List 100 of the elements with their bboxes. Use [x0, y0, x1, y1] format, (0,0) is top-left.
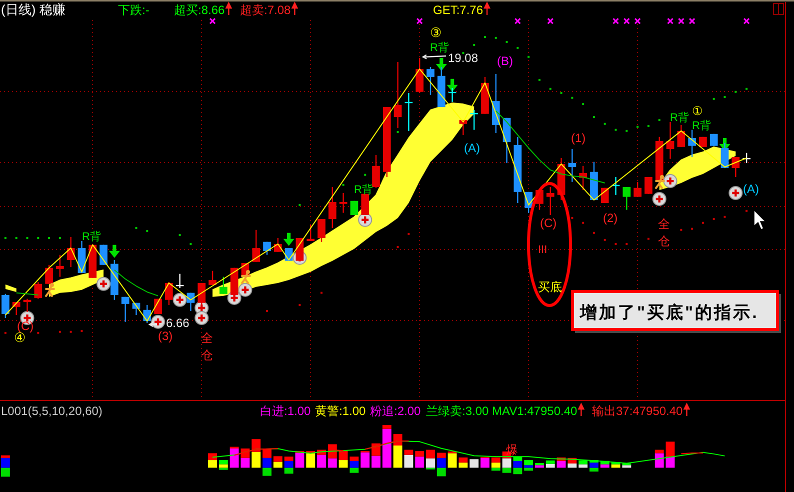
point [514, 18, 521, 24]
text: 输出37:47950.40 [592, 404, 684, 418]
bar [524, 468, 534, 471]
bar [262, 468, 272, 476]
bar [273, 456, 282, 462]
point [612, 18, 620, 24]
point [663, 174, 678, 188]
bar [372, 456, 380, 468]
annotation: ① [692, 104, 703, 118]
bar [535, 465, 544, 468]
bar [404, 450, 414, 455]
bar [338, 460, 348, 468]
bar [218, 460, 228, 464]
annotation: (C) [17, 319, 34, 333]
bar [513, 460, 522, 468]
annotation: R背 [692, 119, 711, 132]
text: 下跌:- [118, 3, 150, 17]
point [209, 18, 216, 24]
bar [284, 460, 294, 468]
bar [252, 452, 261, 468]
point [194, 311, 209, 326]
point [283, 232, 294, 246]
text: MAV1:47950.40 [492, 404, 578, 418]
bar [328, 458, 337, 468]
annotation: R背 [430, 41, 449, 54]
bar [491, 462, 500, 468]
text: GET:7.76 [433, 3, 484, 17]
point [688, 18, 696, 24]
annotation: 全仓 [201, 331, 213, 362]
annotation: III [538, 244, 548, 256]
point [743, 18, 750, 24]
bar [208, 453, 217, 460]
point [623, 18, 630, 24]
point [436, 58, 447, 72]
text: 超卖:7.08 [240, 3, 292, 17]
annotation: 6.66 [166, 316, 190, 330]
point [728, 186, 743, 200]
bar [404, 454, 414, 468]
bar [273, 462, 282, 468]
point [108, 244, 120, 258]
annotation: R背 [670, 111, 689, 124]
bar [622, 465, 632, 468]
point [151, 314, 166, 329]
chart-title: L001(5,5,10,20,60) [1, 404, 102, 418]
bar [491, 468, 500, 471]
annotation: 19.08 [448, 50, 478, 65]
annotation: 增加了"买底"的指示. [579, 303, 759, 322]
text: 黄警:1.00 [315, 404, 366, 418]
bar [654, 453, 664, 468]
bar [317, 454, 326, 468]
point [238, 282, 252, 297]
bar [306, 453, 316, 468]
point [678, 18, 684, 24]
text: 超买:8.66 [174, 3, 226, 17]
bar [284, 456, 294, 461]
bar [436, 458, 446, 468]
annotation: 买底 [538, 280, 562, 294]
text: 粉追:2.00 [370, 404, 422, 418]
point [634, 18, 641, 24]
annotation: (2) [603, 211, 618, 225]
bar [546, 464, 555, 468]
bar [666, 442, 675, 457]
annotation: R背 [82, 230, 101, 243]
bar [590, 468, 598, 472]
bar [415, 451, 424, 457]
bar [502, 458, 512, 468]
bar [350, 460, 359, 468]
bar [426, 458, 435, 468]
bar [382, 428, 392, 468]
bar [480, 458, 490, 468]
bar [436, 468, 446, 476]
text: 白进:1.00 [260, 404, 312, 418]
bar [436, 452, 446, 458]
bar [470, 459, 479, 468]
bar [295, 452, 304, 468]
annotation: (C) [540, 216, 557, 230]
bar [568, 463, 577, 468]
bar [513, 456, 522, 461]
point [358, 212, 372, 227]
chart-title: (日线) 稳赚 [1, 2, 66, 17]
annotation: (1) [571, 131, 586, 145]
bar [350, 468, 359, 473]
point [416, 18, 423, 24]
bar [524, 460, 534, 466]
bar [208, 460, 217, 468]
bar [590, 462, 598, 468]
annotation: 爆 [506, 443, 518, 457]
annotation: (3) [158, 329, 173, 343]
annotation: (B) [497, 54, 513, 68]
annotation: (A) [743, 182, 759, 196]
text: 兰绿卖:3.00 [426, 404, 490, 418]
bar [360, 452, 370, 468]
bar [262, 458, 272, 468]
bar [0, 455, 10, 458]
callout: 增加了"买底"的指示. [571, 290, 781, 333]
point [666, 18, 674, 24]
annotation: R背 [354, 183, 373, 196]
annotation: ③ [430, 25, 442, 40]
bar [426, 450, 435, 458]
point [652, 192, 666, 206]
